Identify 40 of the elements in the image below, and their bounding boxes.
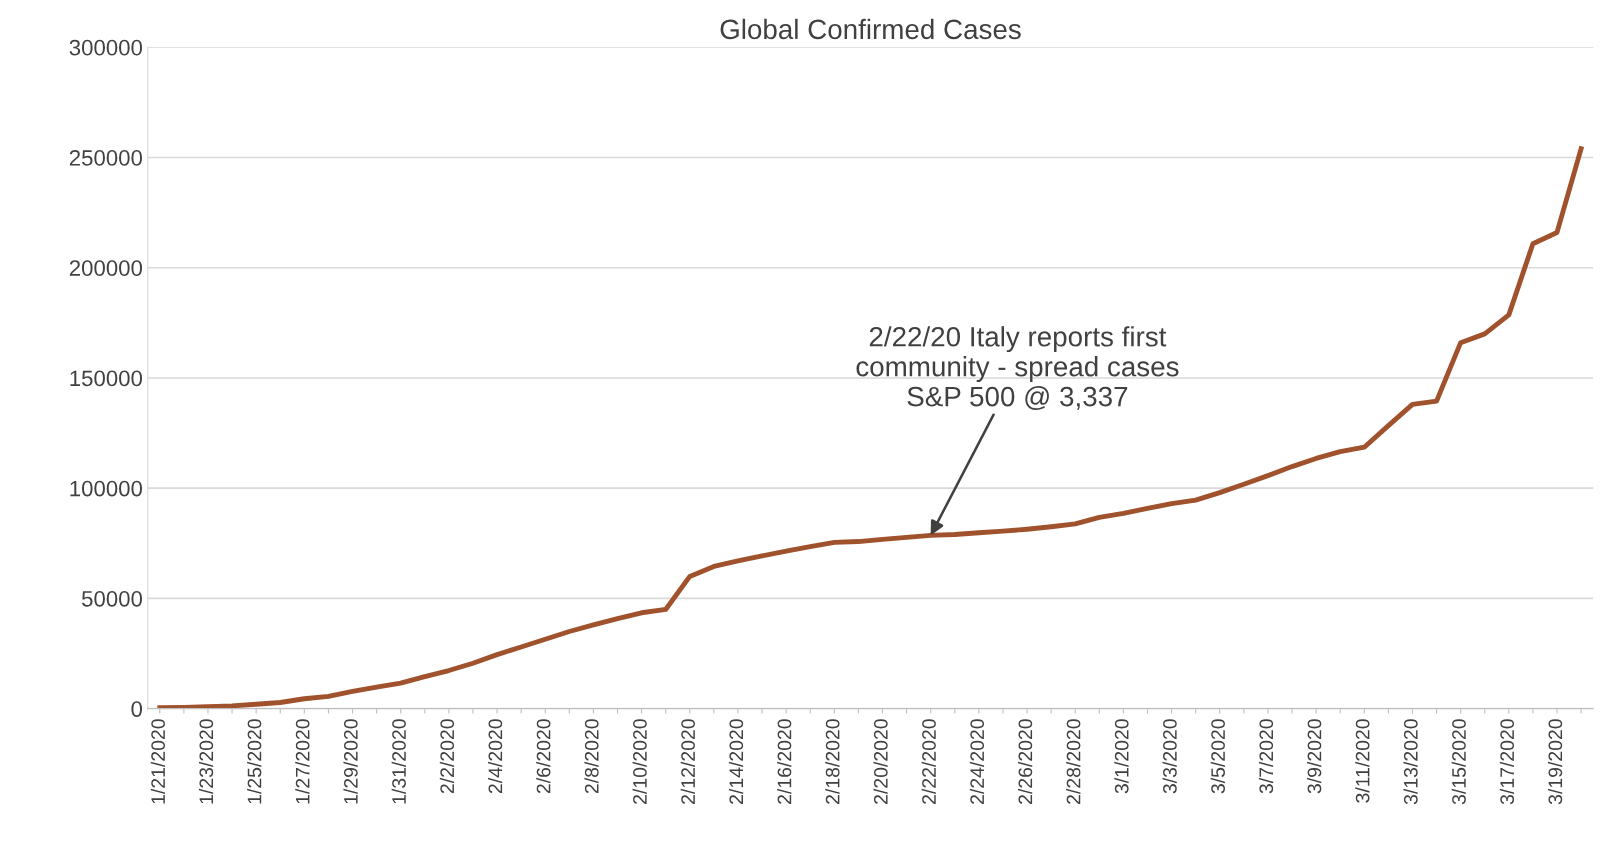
x-tick-label: 2/8/2020 bbox=[584, 719, 599, 794]
x-tick-label: 2/26/2020 bbox=[1017, 719, 1033, 804]
y-tick-label: 300000 bbox=[69, 39, 143, 56]
x-tick-label: 3/9/2020 bbox=[1307, 719, 1322, 794]
x-tick-label: 2/24/2020 bbox=[969, 719, 985, 804]
x-tick-label: 3/11/2020 bbox=[1355, 719, 1370, 803]
x-tick-label: 1/29/2020 bbox=[343, 719, 358, 804]
x-tick-label: 1/21/2020 bbox=[150, 719, 166, 804]
y-tick-label: 50000 bbox=[81, 590, 143, 607]
y-tick-label: 250000 bbox=[69, 150, 143, 166]
x-tick-label: 1/31/2020 bbox=[391, 719, 406, 804]
x-tick-label: 2/18/2020 bbox=[825, 719, 840, 804]
y-tick-label: 150000 bbox=[70, 370, 143, 387]
y-tick-label: 100000 bbox=[70, 480, 143, 497]
x-tick-label: 1/23/2020 bbox=[198, 719, 214, 804]
x-tick-label: 3/5/2020 bbox=[1210, 719, 1225, 794]
x-tick-label: 2/28/2020 bbox=[1066, 719, 1081, 804]
x-tick-label: 3/15/2020 bbox=[1451, 719, 1466, 805]
x-tick-label: 2/22/2020 bbox=[921, 719, 936, 804]
x-tick-label: 2/20/2020 bbox=[873, 719, 888, 804]
y-tick-label: 200000 bbox=[69, 260, 143, 276]
x-tick-label: 2/12/2020 bbox=[680, 719, 695, 804]
x-tick-label: 3/1/2020 bbox=[1114, 719, 1129, 794]
x-tick-label: 2/2/2020 bbox=[439, 719, 455, 794]
x-tick-label: 2/4/2020 bbox=[487, 719, 503, 794]
x-tick-label: 2/10/2020 bbox=[632, 719, 647, 804]
x-tick-label: 2/16/2020 bbox=[777, 719, 792, 804]
x-tick-label: 3/17/2020 bbox=[1499, 719, 1515, 805]
x-tick-label: 2/6/2020 bbox=[536, 719, 551, 794]
y-tick-label: 0 bbox=[131, 701, 143, 717]
x-tick-label: 3/3/2020 bbox=[1162, 719, 1177, 794]
chart-title: Global Confirmed Cases bbox=[720, 18, 1021, 40]
x-tick-label: 3/13/2020 bbox=[1403, 719, 1418, 805]
x-tick-label: 3/19/2020 bbox=[1547, 719, 1563, 805]
line-series bbox=[157, 146, 1584, 709]
annotation: 2/22/20 Italy reports first community - spread cases S&P 500 @ 3,337 bbox=[856, 326, 1179, 410]
x-tick-label: 1/27/2020 bbox=[295, 719, 310, 804]
x-tick-label: 1/25/2020 bbox=[247, 719, 262, 804]
x-tick-label: 3/7/2020 bbox=[1258, 719, 1274, 794]
x-tick-label: 2/14/2020 bbox=[728, 719, 744, 804]
